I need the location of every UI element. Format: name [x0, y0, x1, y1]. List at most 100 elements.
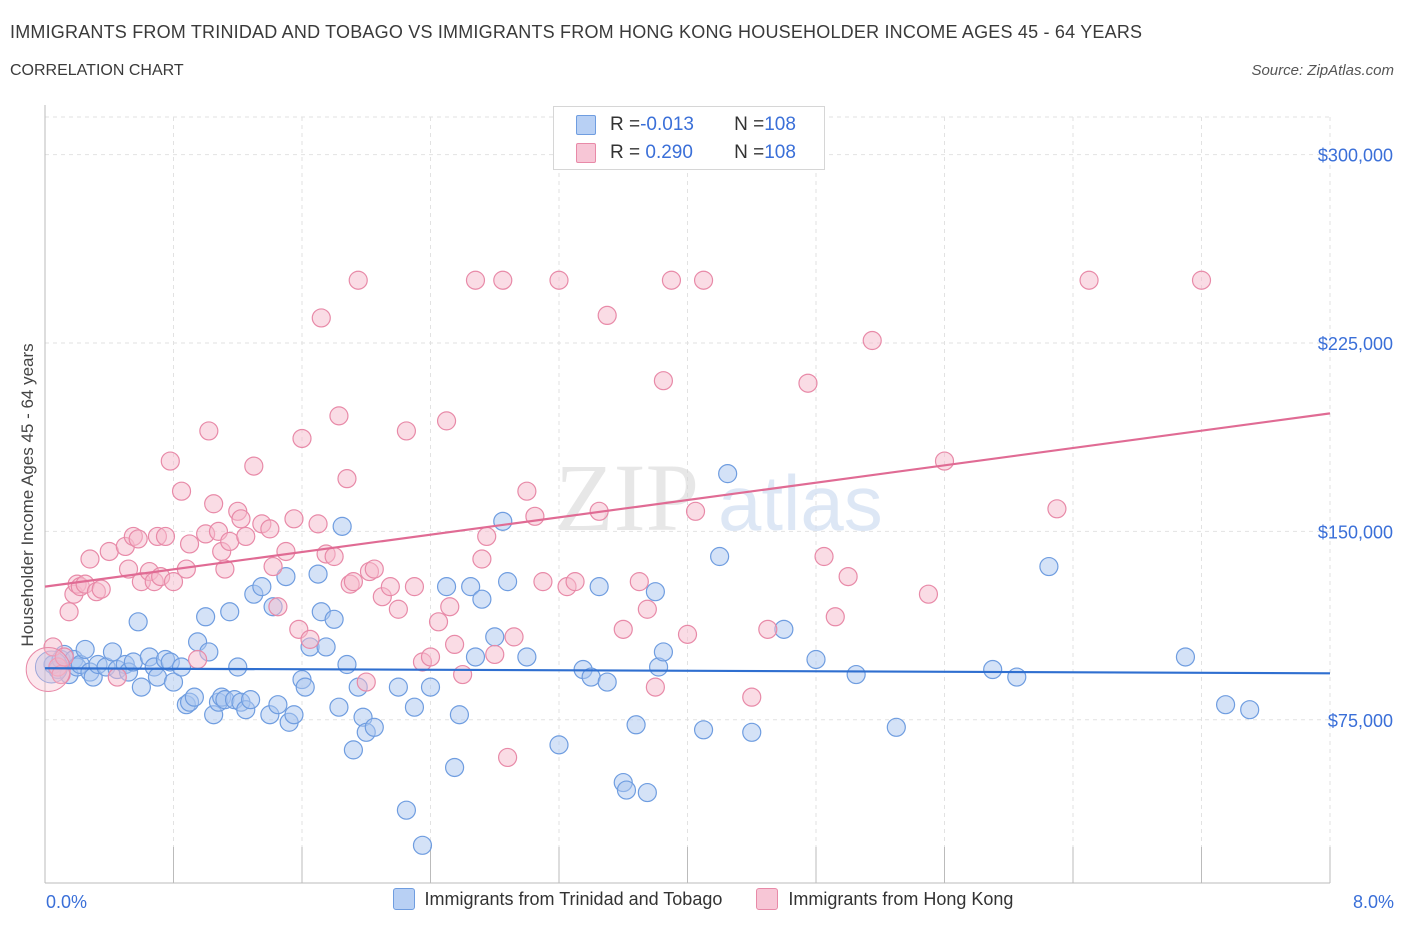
trinidad-point	[886, 717, 906, 737]
trinidad-point	[388, 677, 408, 697]
hongkong-point	[118, 559, 139, 579]
chart-subtitle: CORRELATION CHART	[10, 62, 184, 79]
trinidad-point	[276, 566, 296, 587]
series-swatch-pink	[756, 888, 779, 910]
hongkong-point	[244, 456, 264, 476]
hongkong-point	[517, 481, 537, 501]
trinidad-point	[332, 516, 352, 536]
trinidad-point	[324, 609, 344, 629]
hongkong-point	[637, 599, 657, 619]
hongkong-point	[498, 747, 518, 768]
hongkong-point	[677, 624, 698, 644]
trinidad-point	[343, 740, 363, 760]
hongkong-point	[436, 411, 457, 431]
hongkong-point	[549, 270, 569, 290]
hongkong-point	[838, 566, 858, 587]
trinidad-point	[171, 657, 192, 677]
trinidad-point	[364, 717, 384, 737]
hongkong-point	[300, 629, 320, 649]
hongkong-point	[263, 556, 283, 577]
hongkong-point	[204, 494, 224, 514]
hongkong-point	[685, 501, 706, 521]
source-label: Source: ZipAtlas.com	[1251, 62, 1394, 79]
hongkong-point	[260, 519, 280, 539]
trinidad-point	[131, 677, 151, 697]
trinidad-point	[1240, 700, 1260, 720]
hongkong-point	[356, 672, 376, 692]
chart-title: IMMIGRANTS FROM TRINIDAD AND TOBAGO VS I…	[10, 22, 1143, 42]
trinidad-point	[329, 697, 349, 717]
trinidad-point	[626, 715, 646, 735]
hongkong-point	[91, 579, 111, 599]
y-axis-label: Householder Income Ages 45 - 64 years	[18, 343, 37, 646]
hongkong-point	[465, 270, 486, 290]
hongkong-point	[292, 428, 312, 449]
trinidad-point	[1039, 556, 1059, 577]
legend-n-value: 108	[764, 114, 796, 135]
legend-n-value: 108	[764, 142, 796, 163]
trinidad-point	[220, 602, 240, 622]
y-tick-label: $150,000	[1318, 522, 1393, 542]
trinidad-point	[75, 639, 95, 660]
trinidad-point	[396, 800, 417, 820]
hongkong-point	[485, 644, 505, 665]
hongkong-point	[533, 572, 553, 592]
legend-r-label: R =	[610, 142, 641, 163]
legend-n-label: N =	[734, 142, 765, 163]
trinidad-point	[436, 577, 457, 597]
trinidad-point	[196, 607, 216, 627]
trinidad-trend-line	[44, 667, 1331, 675]
hongkong-point	[329, 406, 349, 426]
legend-r-label: R =	[610, 114, 641, 135]
trinidad-point	[637, 782, 657, 803]
trinidad-point	[295, 677, 315, 697]
trinidad-points	[34, 464, 1260, 855]
hongkong-points	[25, 270, 1212, 768]
hongkong-point	[661, 270, 682, 290]
series-name-hongkong: Immigrants from Hong Kong	[788, 888, 1014, 909]
legend-row-trinidad: R = -0.013 N = 108	[576, 113, 796, 137]
trinidad-point	[806, 649, 826, 670]
trinidad-point	[485, 627, 505, 647]
hongkong-point	[742, 687, 762, 707]
hongkong-point	[155, 526, 176, 547]
trinidad-point	[653, 642, 674, 662]
hongkong-point	[420, 647, 441, 667]
trinidad-point	[420, 677, 441, 697]
trinidad-point	[147, 667, 168, 687]
trinidad-point	[1215, 695, 1236, 715]
x-tick-min: 0.0%	[46, 892, 88, 912]
hongkong-point	[440, 597, 460, 617]
hongkong-point	[396, 421, 417, 441]
trinidad-point	[693, 720, 714, 740]
hongkong-point	[597, 305, 617, 326]
hongkong-point	[758, 619, 778, 639]
trinidad-point	[710, 546, 730, 567]
trinidad-point	[983, 659, 1003, 680]
trinidad-point	[846, 664, 866, 685]
hongkong-point	[236, 526, 256, 547]
hongkong-point	[128, 529, 148, 549]
hongkong-point	[493, 270, 513, 290]
legend-swatch-blue	[576, 115, 596, 135]
hongkong-point	[380, 577, 400, 597]
trinidad-point	[1175, 647, 1196, 667]
trinidad-point	[472, 589, 492, 609]
hongkong-point	[99, 541, 119, 562]
axes	[44, 105, 1331, 884]
trinidad-point	[184, 687, 204, 707]
hongkong-point	[404, 577, 425, 597]
trinidad-point	[316, 637, 336, 657]
watermark-zip: ZIP	[555, 444, 699, 551]
trinidad-point	[228, 657, 248, 677]
hongkong-point	[693, 270, 714, 290]
hongkong-point	[364, 559, 384, 579]
hongkong-point	[934, 451, 955, 471]
trinidad-point	[128, 612, 148, 632]
hongkong-point	[613, 619, 633, 639]
trinidad-point	[718, 464, 738, 484]
hongkong-point	[268, 597, 288, 617]
series-swatch-blue	[392, 888, 415, 910]
y-tick-labels: $75,000 $150,000 $225,000 $300,000	[1318, 146, 1393, 731]
